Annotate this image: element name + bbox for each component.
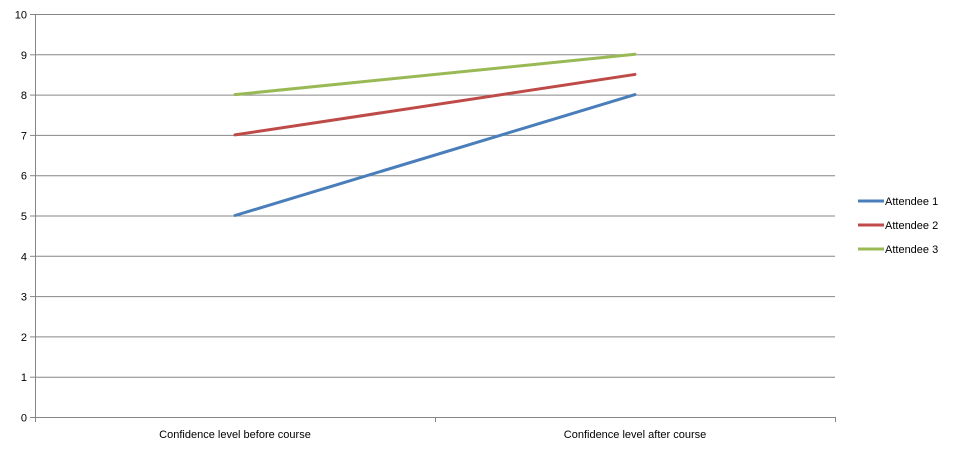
x-tick-label: Confidence level after course <box>564 429 706 441</box>
y-tick-label: 5 <box>21 211 27 223</box>
legend-label: Attendee 3 <box>885 244 938 256</box>
y-tick-label: 2 <box>21 332 27 344</box>
legend-label: Attendee 2 <box>885 220 938 232</box>
y-tick-label: 4 <box>21 251 27 263</box>
series-line-2 <box>233 72 637 137</box>
x-axis-tick-labels: Confidence level before course Confidence… <box>159 429 706 441</box>
y-tick-label: 3 <box>21 292 27 304</box>
y-tick-label: 10 <box>15 10 27 22</box>
y-tick-label: 7 <box>21 130 27 142</box>
gridlines <box>35 14 835 418</box>
y-tick-label: 6 <box>21 171 27 183</box>
y-tick-label: 1 <box>21 372 27 384</box>
legend: Attendee 1 Attendee 2 Attendee 3 <box>858 196 938 256</box>
legend-label: Attendee 1 <box>885 196 938 208</box>
series-line-3 <box>233 52 637 97</box>
series-line-1 <box>233 93 637 217</box>
y-tick-label: 8 <box>21 90 27 102</box>
y-tick-label: 9 <box>21 50 27 62</box>
y-tick-label: 0 <box>21 413 27 425</box>
axes <box>30 14 836 422</box>
y-axis-tick-labels: 0 1 2 3 4 5 6 7 8 9 10 <box>15 10 27 425</box>
series-lines <box>233 52 637 217</box>
x-tick-label: Confidence level before course <box>159 429 311 441</box>
